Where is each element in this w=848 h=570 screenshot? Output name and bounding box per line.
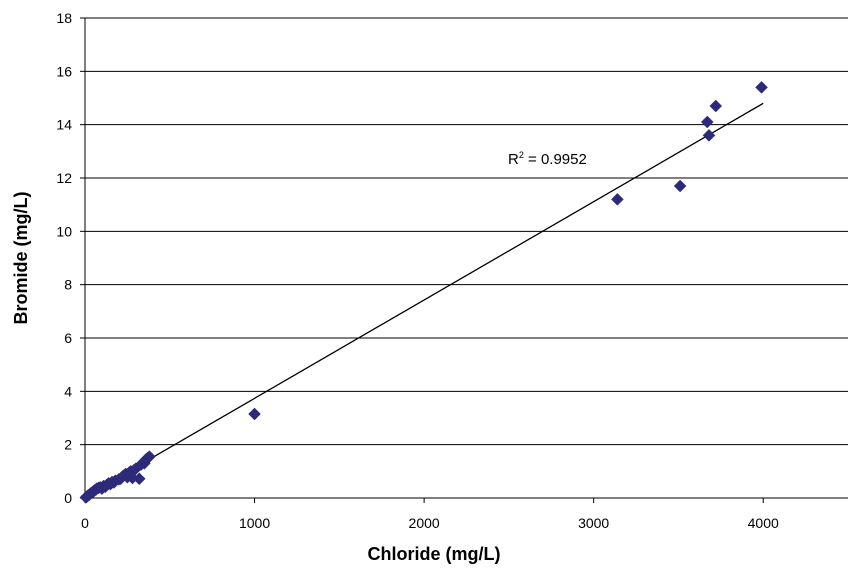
- y-axis-title: Bromide (mg/L): [11, 191, 31, 324]
- x-axis-title: Chloride (mg/L): [368, 544, 501, 564]
- data-point: [702, 128, 716, 142]
- y-tick-label-18: 18: [56, 10, 72, 26]
- y-tick-label-16: 16: [56, 63, 72, 79]
- data-point: [700, 115, 714, 129]
- y-tick-label-0: 0: [64, 490, 72, 506]
- data-point: [248, 407, 261, 421]
- data-points: [79, 80, 768, 504]
- y-tick-label-8: 8: [64, 277, 72, 293]
- y-tick-label-6: 6: [64, 330, 72, 346]
- data-point: [143, 450, 156, 464]
- x-tick-label-2000: 2000: [409, 515, 440, 531]
- r-squared-value: = 0.9952: [524, 151, 587, 168]
- gridlines: [85, 17, 848, 446]
- x-tick-label-4000: 4000: [748, 515, 779, 531]
- x-tick-label-3000: 3000: [578, 515, 609, 531]
- data-point: [755, 80, 768, 94]
- data-point: [132, 472, 146, 486]
- x-tick-label-1000: 1000: [239, 515, 270, 531]
- y-tick-label-4: 4: [64, 383, 72, 399]
- data-point: [673, 179, 687, 193]
- x-tick-label-0: 0: [81, 515, 89, 531]
- r-squared-base: R: [508, 151, 519, 168]
- y-tick-label-2: 2: [64, 437, 72, 453]
- r-squared-annotation: R2 = 0.9952: [508, 150, 587, 168]
- y-tick-label-10: 10: [56, 223, 72, 239]
- data-point: [611, 192, 624, 206]
- data-point: [709, 99, 723, 113]
- trendline-group: [84, 102, 764, 498]
- y-tick-label-14: 14: [56, 117, 72, 133]
- trendline: [84, 102, 764, 498]
- tick-labels: 0 2 4 6 8 10 12 14 16 18 0 1000 2000 3000 4000: [56, 10, 779, 531]
- r-squared-superscript: 2: [519, 150, 524, 160]
- y-tick-label-12: 12: [56, 170, 72, 186]
